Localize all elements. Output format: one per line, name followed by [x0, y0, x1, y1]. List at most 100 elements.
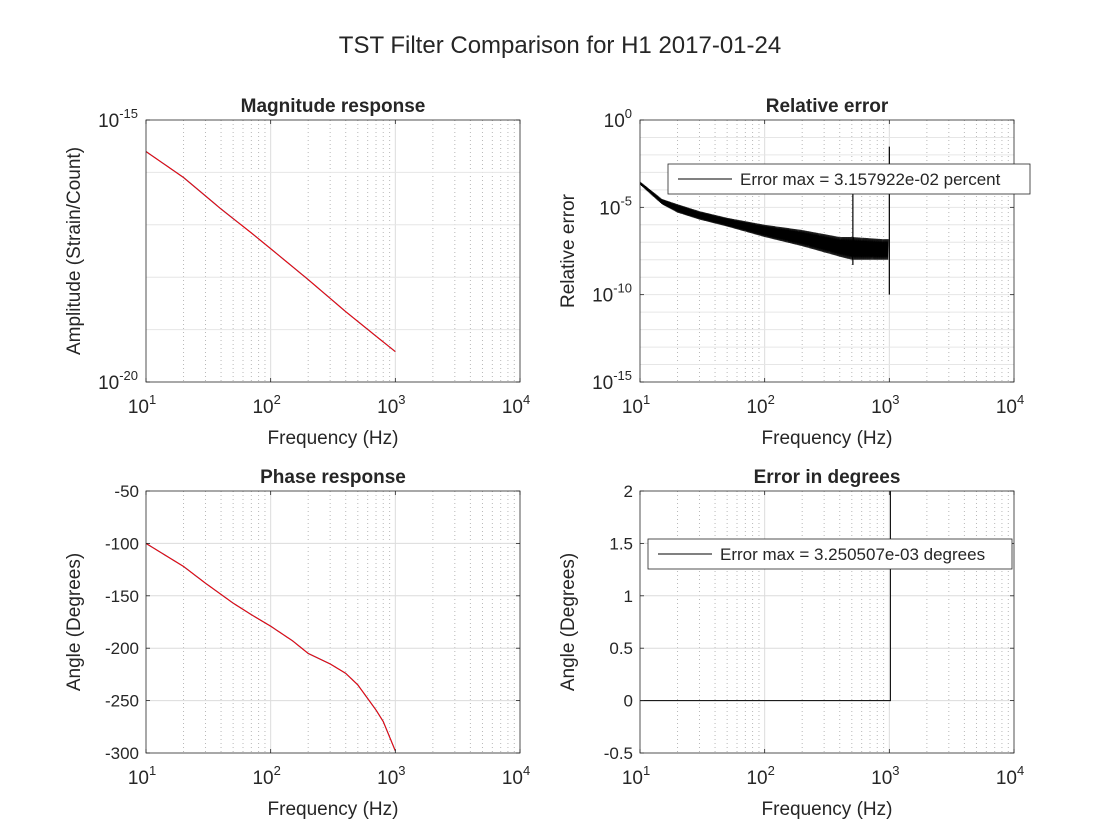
y-tick-exponent: -15: [613, 368, 632, 383]
x-tick-label: 102: [252, 392, 280, 418]
x-tick-exponent: 4: [1017, 392, 1024, 407]
x-tick-base: 10: [996, 397, 1017, 418]
x-tick-label: 104: [502, 763, 530, 789]
y-axis-label: Angle (Degrees): [558, 553, 579, 691]
x-tick-exponent: 2: [274, 392, 281, 407]
y-tick-base: 10: [98, 111, 119, 132]
x-tick-exponent: 2: [274, 763, 281, 778]
y-axis-label: Amplitude (Strain/Count): [64, 147, 85, 355]
x-tick-base: 10: [502, 397, 523, 418]
x-tick-exponent: 4: [1017, 763, 1024, 778]
y-ticks: -0.5 0 0.5 1 1.5 2: [604, 482, 1014, 763]
y-tick-label: 0: [624, 692, 633, 711]
y-tick-label: -100: [105, 534, 139, 553]
series-line-1: [146, 151, 396, 353]
x-tick-exponent: 3: [398, 763, 405, 778]
y-axis-label: Relative error: [558, 193, 579, 308]
grid-lines: [146, 491, 520, 753]
series-line-1: [146, 542, 396, 752]
y-tick-exponent: 0: [625, 106, 632, 121]
x-ticks: 101 102 103 104: [622, 491, 1024, 789]
y-tick-label: 10-15: [592, 368, 632, 394]
x-tick-base: 10: [128, 397, 149, 418]
x-tick-label: 103: [871, 392, 899, 418]
x-tick-label: 101: [622, 392, 650, 418]
x-tick-label: 101: [128, 392, 156, 418]
y-tick-label: -300: [105, 744, 139, 763]
y-tick-label: 10-15: [98, 106, 138, 132]
x-tick-base: 10: [746, 397, 767, 418]
series-group: [146, 542, 396, 752]
chart-phase: 101 102 103 104-300-250-200-150-100-50Phase…: [64, 467, 530, 820]
y-tick-label: 100: [604, 106, 632, 132]
y-tick-label: 0.5: [609, 639, 633, 658]
x-tick-label: 104: [996, 763, 1024, 789]
chart-title: Error in degrees: [754, 467, 901, 488]
x-ticks: 101 102 103 104: [128, 491, 530, 789]
grid-lines: [146, 120, 520, 382]
x-tick-exponent: 1: [643, 392, 650, 407]
x-tick-base: 10: [871, 397, 892, 418]
y-tick-label: 2: [624, 482, 633, 501]
error-trace: [640, 181, 889, 260]
legend-entry: Error max = 3.250507e-03 degrees: [720, 545, 985, 564]
y-tick-base: 10: [592, 373, 613, 394]
chart-title: Phase response: [260, 467, 406, 488]
y-tick-base: 10: [98, 373, 119, 394]
y-tick-exponent: -10: [613, 281, 632, 296]
axes-box: [145, 490, 521, 754]
x-tick-exponent: 4: [523, 763, 530, 778]
x-axis-label: Frequency (Hz): [268, 428, 399, 449]
x-tick-base: 10: [871, 768, 892, 789]
x-tick-exponent: 3: [892, 392, 899, 407]
y-tick-label: -50: [114, 482, 139, 501]
y-tick-label: 10-10: [592, 281, 632, 307]
x-axis-label: Frequency (Hz): [268, 799, 399, 820]
x-tick-base: 10: [252, 768, 273, 789]
x-axis-label: Frequency (Hz): [762, 428, 893, 449]
x-tick-base: 10: [622, 768, 643, 789]
x-tick-label: 103: [377, 763, 405, 789]
x-tick-exponent: 1: [149, 392, 156, 407]
chart-title: Magnitude response: [241, 96, 426, 117]
x-tick-label: 104: [502, 392, 530, 418]
y-tick-exponent: -5: [620, 193, 632, 208]
y-tick-exponent: -15: [119, 106, 138, 121]
y-tick-base: 10: [592, 286, 613, 307]
x-tick-base: 10: [996, 768, 1017, 789]
y-tick-base: 10: [599, 198, 620, 219]
legend: Error max = 3.250507e-03 degrees: [647, 538, 1013, 570]
y-tick-exponent: -20: [119, 368, 138, 383]
figure-title: TST Filter Comparison for H1 2017-01-24: [339, 32, 781, 59]
y-tick-label: -250: [105, 692, 139, 711]
y-tick-label: -0.5: [604, 744, 633, 763]
plot-area: [146, 120, 520, 382]
x-tick-base: 10: [502, 768, 523, 789]
x-tick-base: 10: [377, 397, 398, 418]
x-ticks: 101 102 103 104: [622, 120, 1024, 418]
x-tick-label: 104: [996, 392, 1024, 418]
x-tick-base: 10: [377, 768, 398, 789]
x-tick-base: 10: [622, 397, 643, 418]
x-tick-label: 103: [377, 392, 405, 418]
y-axis-label: Angle (Degrees): [64, 553, 85, 691]
y-tick-label: 10-20: [98, 368, 138, 394]
axes-box: [639, 490, 1015, 754]
x-tick-base: 10: [128, 768, 149, 789]
axes-box: [145, 119, 521, 383]
x-tick-label: 101: [622, 763, 650, 789]
x-tick-label: 102: [746, 763, 774, 789]
x-tick-label: 102: [746, 392, 774, 418]
y-tick-label: 1.5: [609, 534, 633, 553]
y-ticks: -300 -250 -200 -150 -100 -50: [105, 482, 520, 763]
x-tick-exponent: 1: [149, 763, 156, 778]
x-tick-base: 10: [746, 768, 767, 789]
x-tick-base: 10: [252, 397, 273, 418]
x-tick-exponent: 4: [523, 392, 530, 407]
x-axis-label: Frequency (Hz): [762, 799, 893, 820]
